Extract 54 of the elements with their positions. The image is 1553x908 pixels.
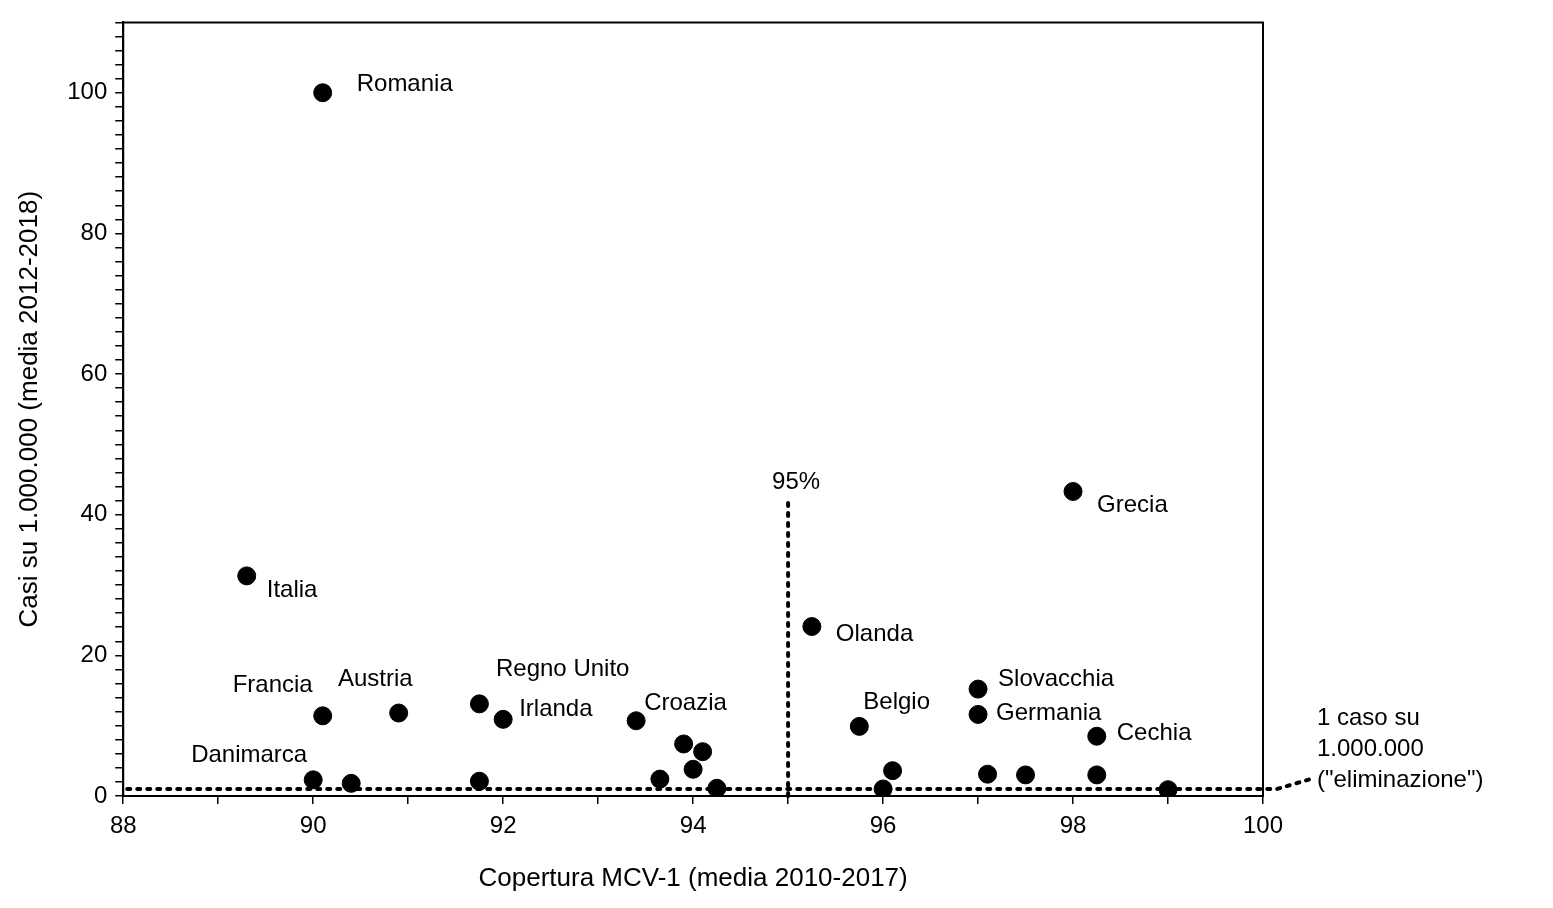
annotation: Olanda [835, 619, 914, 647]
x-tick-label: 100 [1242, 811, 1284, 839]
point [693, 742, 713, 762]
y-tick-label: 40 [80, 499, 108, 527]
point [650, 769, 670, 789]
point [313, 83, 333, 103]
annotation: Belgio [863, 687, 931, 714]
y-tick-label: 80 [80, 218, 108, 246]
point [303, 770, 323, 790]
annotation: Slovacchia [998, 663, 1115, 691]
x-tick-label: 90 [299, 811, 327, 839]
x-tick-label: 98 [1059, 811, 1087, 839]
annotation: Austria [337, 663, 414, 691]
annotation: Grecia [1097, 490, 1169, 518]
y-tick-label: 60 [80, 358, 108, 386]
point [1087, 765, 1107, 785]
x-tick-label: 96 [869, 811, 897, 839]
point [883, 761, 903, 781]
annotation: Regno Unito [496, 654, 630, 682]
point [978, 764, 998, 784]
point [237, 566, 257, 586]
y-axis-title: Casi su 1.000.000 (media 2012-2018) [12, 190, 43, 628]
point [802, 617, 822, 637]
annotation: Romania [356, 69, 454, 97]
point [968, 679, 988, 699]
point [683, 759, 703, 779]
ref-line-label: 95% [772, 466, 821, 494]
y-tick-label: 0 [93, 780, 108, 808]
annotation: Danimarca [191, 740, 308, 768]
point [313, 706, 333, 726]
point [1087, 726, 1107, 746]
y-tick-label: 20 [80, 639, 108, 667]
annotation: Germania [996, 698, 1103, 726]
point [493, 709, 513, 729]
x-tick-label: 92 [489, 811, 517, 839]
point [968, 704, 988, 724]
x-axis-title: Copertura MCV-1 (media 2010-2017) [478, 861, 908, 892]
point [1016, 765, 1036, 785]
x-tick-label: 94 [679, 811, 707, 839]
annotation: Croazia [644, 688, 728, 716]
point [389, 703, 409, 723]
point [469, 771, 489, 791]
point [469, 694, 489, 714]
annotation: Irlanda [519, 693, 594, 721]
annotation: Cechia [1116, 717, 1193, 745]
annotation: Italia [266, 574, 319, 602]
ref-line-label: 1 caso su 1.000.000 ("eliminazione") [1317, 702, 1484, 792]
point [849, 716, 869, 736]
point [626, 711, 646, 731]
point [674, 734, 694, 754]
point [1063, 481, 1083, 501]
y-tick-label: 100 [67, 77, 108, 105]
annotation: Francia [232, 670, 314, 698]
x-tick-label: 88 [109, 811, 137, 839]
